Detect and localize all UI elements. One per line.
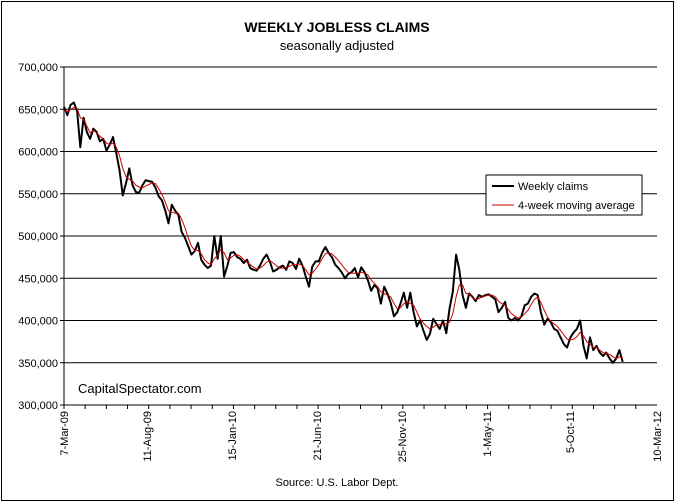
- y-tick-label: 350,000: [18, 358, 58, 370]
- x-tick-label: 21-Jun-10: [312, 411, 324, 461]
- legend: Weekly claims 4-week moving average: [485, 174, 643, 216]
- x-tick-label: 7-Mar-09: [59, 411, 71, 456]
- x-tick-label: 5-Oct-11: [565, 411, 577, 453]
- series-line-moving-average: [63, 107, 623, 359]
- y-tick-label: 450,000: [18, 273, 58, 285]
- x-tick-label: 25-Nov-10: [397, 411, 409, 462]
- y-tick-label: 550,000: [18, 189, 58, 201]
- axes: 300,000 350,000 400,000 450,000 500,000 550,0…: [18, 62, 664, 462]
- watermark-text: CapitalSpectator.com: [78, 381, 202, 396]
- source-note: Source: U.S. Labor Dept.: [276, 477, 399, 489]
- x-tick-label: 15-Jan-10: [227, 411, 239, 461]
- legend-box: [485, 174, 643, 216]
- x-tick-label: 11-Aug-09: [142, 411, 154, 462]
- y-tick-label: 400,000: [18, 316, 58, 328]
- y-tick-label: 700,000: [18, 62, 58, 74]
- x-tick-label: 10-Mar-12: [652, 411, 664, 462]
- y-tick-label: 600,000: [18, 147, 58, 159]
- chart-title: WEEKLY JOBLESS CLAIMS: [244, 19, 429, 35]
- legend-label-weekly-claims: Weekly claims: [518, 181, 589, 193]
- series-line-weekly-claims: [63, 101, 624, 364]
- series-lines: [63, 101, 624, 364]
- chart-subtitle: seasonally adjusted: [280, 38, 394, 53]
- y-tick-label: 500,000: [18, 231, 58, 243]
- y-tick-label: 300,000: [18, 400, 58, 412]
- y-tick-label: 650,000: [18, 104, 58, 116]
- legend-label-moving-average: 4-week moving average: [518, 200, 635, 212]
- x-tick-label: 1-May-11: [482, 411, 494, 457]
- gridlines: [64, 66, 657, 406]
